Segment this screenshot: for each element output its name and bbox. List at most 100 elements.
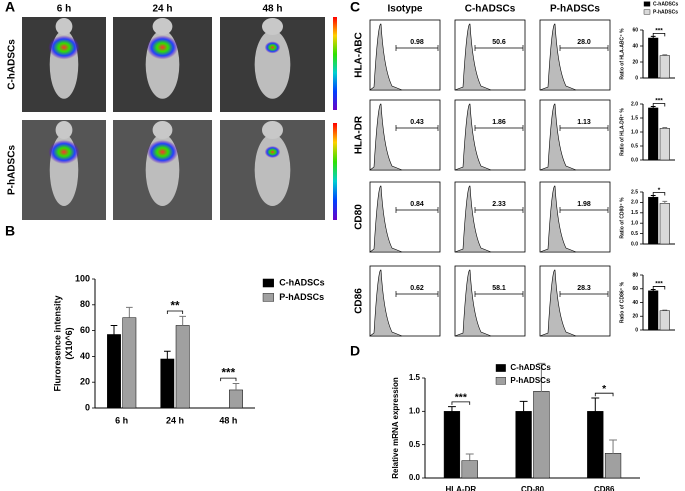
signal <box>48 35 80 60</box>
y-tick-label: 0.0 <box>631 157 638 163</box>
bar <box>648 290 659 331</box>
legend-label: P-hADSCs <box>510 376 551 385</box>
histogram <box>454 103 492 171</box>
gate-value: 0.84 <box>410 201 424 208</box>
mouse-head <box>55 17 73 36</box>
legend-label: P-hADSCs <box>653 9 678 15</box>
bar <box>443 411 461 479</box>
gate <box>474 291 524 297</box>
y-tick-label: 0.5 <box>409 440 421 449</box>
legend-label: C-hADSCs <box>279 277 325 287</box>
gate <box>559 291 609 297</box>
y-axis-label: Ratio of CD80⁺ % <box>619 197 625 239</box>
error-bar <box>591 397 600 412</box>
column-header: 24 h <box>152 4 172 15</box>
bar <box>160 358 175 409</box>
histogram <box>369 269 403 337</box>
histogram <box>539 269 577 337</box>
y-tick-label: 0.0 <box>409 473 421 482</box>
gate-value: 1.98 <box>577 201 591 208</box>
column-header: 48 h <box>262 4 282 15</box>
legend-label: C-hADSCs <box>653 1 678 7</box>
y-axis-label: Fluroresence intensity <box>52 295 62 391</box>
y-tick-label: 80 <box>632 272 638 278</box>
panel-label: C <box>350 0 360 15</box>
histogram <box>369 185 403 253</box>
significance-bracket <box>166 310 184 315</box>
y-axis-label: Ratio of HLA-DR⁺ % <box>619 108 625 156</box>
y-tick-label: 0 <box>635 327 638 333</box>
gate <box>474 125 524 131</box>
y-tick-label: 1.5 <box>631 210 638 216</box>
panel-label: A <box>5 0 15 15</box>
y-tick-label: 20 <box>632 314 638 320</box>
gate-value: 1.13 <box>577 119 591 126</box>
y-tick-label: 1.5 <box>409 373 421 382</box>
error-bar <box>662 200 668 204</box>
gate <box>395 207 439 213</box>
gate <box>395 45 439 51</box>
column-header: P-hADSCs <box>550 4 600 15</box>
mouse-head <box>152 17 173 36</box>
row-header: P-hADSCs <box>7 145 18 195</box>
y-axis-label: Ratio of CD86⁺ % <box>619 281 625 323</box>
significance-bracket <box>652 192 666 196</box>
gate-value: 28.3 <box>577 285 591 292</box>
histogram <box>539 103 577 171</box>
y-tick-label: 20 <box>632 59 638 65</box>
bar <box>515 411 532 479</box>
mouse-head <box>262 17 283 36</box>
bar <box>229 389 243 409</box>
gate-value: 50.6 <box>492 39 506 46</box>
bar <box>122 317 137 409</box>
gate-value: 2.33 <box>492 201 506 208</box>
legend-swatch <box>262 278 275 288</box>
histogram <box>539 185 577 253</box>
legend-swatch <box>643 1 651 7</box>
error-bar <box>232 382 240 390</box>
legend-label: P-hADSCs <box>279 292 324 302</box>
significance-bracket <box>594 392 614 397</box>
bar <box>175 325 190 409</box>
row-header: CD86 <box>354 288 365 314</box>
significance-label: *** <box>655 28 663 35</box>
y-axis-label: (X10^6) <box>64 327 74 359</box>
panel-label: B <box>5 223 15 239</box>
mouse <box>254 134 291 206</box>
y-tick-label: 100 <box>75 273 90 283</box>
row-header: HLA-ABC <box>354 32 365 78</box>
gate <box>474 45 524 51</box>
x-tick-label: CD86 <box>594 485 615 491</box>
column-header: Isotype <box>387 4 422 15</box>
legend-swatch <box>643 9 651 15</box>
x-tick-label: CD-80 <box>521 485 545 491</box>
error-bar <box>519 400 528 412</box>
error-bar <box>650 288 656 291</box>
signal <box>48 140 80 164</box>
gate-value: 0.62 <box>410 285 424 292</box>
y-axis-label: Relative mRNA expression <box>391 377 400 479</box>
color-scale <box>333 123 337 220</box>
error-bar <box>179 315 186 326</box>
significance-label: *** <box>455 393 468 404</box>
y-tick-label: 2.0 <box>631 101 638 107</box>
y-tick-label: 0 <box>635 75 638 81</box>
x-tick-label: 24 h <box>166 415 184 425</box>
bar <box>659 310 670 331</box>
error-bar <box>448 406 456 412</box>
bar <box>659 203 670 245</box>
error-bar <box>662 127 668 129</box>
panel-label: D <box>350 343 360 359</box>
y-tick-label: 20 <box>80 377 90 387</box>
bar <box>604 453 622 479</box>
y-tick-label: 1.0 <box>631 221 638 227</box>
gate-value: 28.0 <box>577 39 591 46</box>
signal <box>264 41 281 54</box>
row-header: C-hADSCs <box>7 39 18 90</box>
significance-label: *** <box>222 367 236 380</box>
histogram <box>539 23 577 91</box>
x-tick-label: HLA-DR <box>445 485 476 491</box>
signal <box>146 140 179 164</box>
y-tick-label: 1.0 <box>409 406 421 415</box>
